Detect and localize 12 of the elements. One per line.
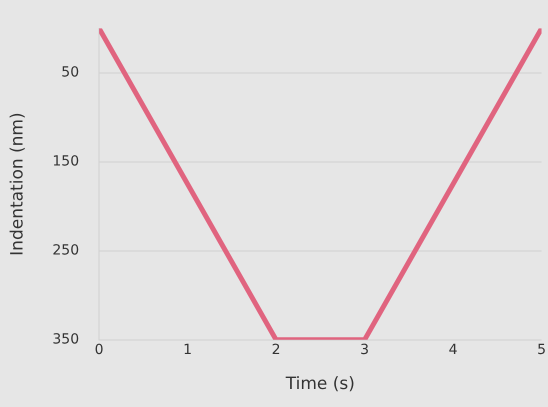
y-tick-label: 150 <box>52 154 80 170</box>
x-tick-label: 2 <box>272 342 281 358</box>
x-tick-label: 5 <box>537 342 546 358</box>
x-tick-label: 4 <box>448 342 458 358</box>
x-tick-label: 3 <box>360 342 370 358</box>
x-tick-label: 1 <box>183 342 192 358</box>
y-tick-label: 350 <box>52 331 80 348</box>
y-axis-title: Indentation (nm) <box>8 112 28 256</box>
x-tick-label: 0 <box>94 342 104 358</box>
y-tick-label: 50 <box>61 64 80 81</box>
x-axis-title: Time (s) <box>284 374 355 394</box>
y-tick-label: 250 <box>52 242 80 258</box>
